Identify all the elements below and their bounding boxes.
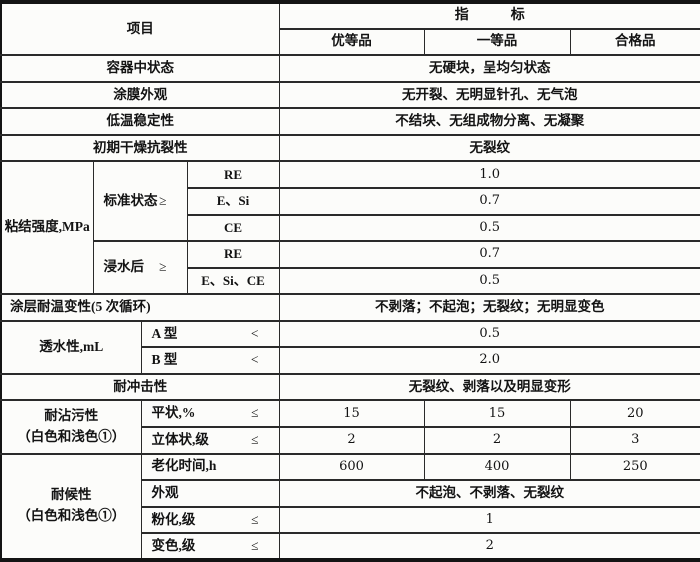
row-value: 无裂纹 bbox=[278, 133, 700, 163]
row-weather-aging: 耐候性 （白色和浅色①） 老化时间,h 600 400 250 bbox=[0, 452, 700, 562]
weather-resistance-label: 耐候性 （白色和浅色①） bbox=[0, 452, 142, 562]
row-value: 无硬块，呈均匀状态 bbox=[278, 54, 700, 83]
grade-header-qualified: 合格品 bbox=[569, 27, 700, 57]
row-value: 不结块、无组成物分离、无凝聚 bbox=[278, 107, 700, 136]
lte-symbol: ≤ bbox=[251, 511, 259, 527]
row-stain-flat: 耐沾污性 （白色和浅色①） 平状,% ≤ 15 15 20 bbox=[0, 399, 700, 455]
stain-value-premium: 2 bbox=[278, 426, 425, 455]
bond-value: 0.7 bbox=[278, 240, 700, 269]
aging-value-first: 400 bbox=[423, 452, 571, 482]
bond-strength-label: 粘结强度,MPa bbox=[0, 160, 94, 296]
bond-value: 0.5 bbox=[278, 213, 700, 243]
header-indicator-cell: 指 标 bbox=[278, 1, 700, 30]
permeability-value: 2.0 bbox=[278, 346, 700, 375]
row-permeability-a: 透水性,mL A 型 < 0.5 bbox=[0, 319, 700, 375]
stain-sub-cell: 平状,% ≤ bbox=[140, 399, 280, 428]
row-weather-discoloration: 变色,级 ≤ 2 bbox=[1, 532, 700, 561]
type-label: B 型 bbox=[151, 352, 178, 368]
bond-sub-label: E、Si bbox=[186, 186, 280, 216]
row-film-appearance: 涂膜外观 无开裂、无明显针孔、无气泡 bbox=[0, 80, 700, 110]
type-label: A 型 bbox=[151, 325, 178, 341]
aging-value-premium: 600 bbox=[278, 452, 425, 482]
discoloration-value: 2 bbox=[278, 532, 700, 561]
header-item-cell: 项目 bbox=[0, 0, 280, 57]
bond-value: 1.0 bbox=[278, 160, 700, 189]
row-bond-soaked-re: 浸水后 ≥ RE 0.7 bbox=[1, 240, 700, 296]
weather-label-line1: 耐候性 bbox=[51, 487, 92, 503]
row-stain-solid: 立体状,级 ≤ 2 2 3 bbox=[1, 426, 700, 455]
stain-value-qualified: 3 bbox=[569, 426, 700, 455]
stain-sub-label: 立体状,级 bbox=[151, 431, 209, 447]
aging-value-qualified: 250 bbox=[569, 452, 700, 482]
permeability-type-cell: B 型 < bbox=[140, 346, 280, 375]
impact-label: 耐冲击性 bbox=[0, 372, 280, 402]
gte-symbol: ≥ bbox=[159, 259, 167, 275]
bond-sub-label: CE bbox=[186, 213, 280, 243]
bond-value: 0.7 bbox=[278, 186, 700, 216]
row-value: 无开裂、无明显针孔、无气泡 bbox=[278, 80, 700, 110]
chalking-value: 1 bbox=[278, 505, 700, 535]
row-low-temp-stability: 低温稳定性 不结块、无组成物分离、无凝聚 bbox=[0, 107, 700, 136]
lt-symbol: < bbox=[250, 325, 259, 341]
weather-sub-label: 外观 bbox=[151, 484, 179, 500]
weather-appearance-value: 不起泡、不剥落、无裂纹 bbox=[278, 479, 700, 508]
temp-resistance-value: 不剥落；不起泡；无裂纹；无明显变色 bbox=[278, 293, 700, 322]
stain-sub-label: 平状,% bbox=[151, 405, 196, 421]
bond-value: 0.5 bbox=[278, 266, 700, 296]
bond-group-label: 浸水后 bbox=[103, 259, 145, 275]
lte-symbol: ≤ bbox=[251, 537, 259, 553]
row-early-drying-crack: 初期干燥抗裂性 无裂纹 bbox=[0, 133, 700, 163]
weather-sub-cell: 老化时间,h bbox=[140, 452, 280, 482]
grade-header-first: 一等品 bbox=[423, 27, 571, 57]
stain-value-premium: 15 bbox=[278, 399, 425, 428]
stain-value-qualified: 20 bbox=[569, 399, 700, 428]
temp-resistance-label: 涂层耐温变性(5 次循环) bbox=[0, 293, 280, 322]
permeability-label: 透水性,mL bbox=[0, 319, 142, 375]
row-label: 初期干燥抗裂性 bbox=[0, 133, 280, 163]
lte-symbol: ≤ bbox=[251, 431, 259, 447]
row-temp-resistance: 涂层耐温变性(5 次循环) 不剥落；不起泡；无裂纹；无明显变色 bbox=[0, 293, 700, 322]
weather-sub-cell: 粉化,级 ≤ bbox=[140, 505, 280, 535]
impact-value: 无裂纹、剥落以及明显变形 bbox=[278, 372, 700, 402]
lt-symbol: < bbox=[250, 352, 259, 368]
row-impact-resistance: 耐冲击性 无裂纹、剥落以及明显变形 bbox=[0, 372, 700, 402]
weather-sub-cell: 外观 bbox=[140, 479, 280, 508]
weather-sub-cell: 变色,级 ≤ bbox=[140, 532, 280, 561]
bond-sub-label: E、Si、CE bbox=[186, 266, 280, 296]
row-container-state: 容器中状态 无硬块，呈均匀状态 bbox=[0, 54, 700, 83]
grade-header-premium: 优等品 bbox=[278, 27, 425, 57]
bond-after-soak-cell: 浸水后 ≥ bbox=[92, 240, 188, 296]
lte-symbol: ≤ bbox=[251, 405, 259, 421]
header-row-1: 项目 指 标 bbox=[0, 0, 700, 57]
bond-group-label: 标准状态 bbox=[103, 192, 158, 208]
permeability-type-cell: A 型 < bbox=[140, 319, 280, 349]
row-bond-re: 粘结强度,MPa 标准状态 ≥ RE 1.0 bbox=[0, 160, 700, 296]
stain-label-line2: （白色和浅色①） bbox=[17, 429, 126, 444]
bond-standard-state-cell: 标准状态 ≥ bbox=[92, 160, 188, 243]
row-weather-appearance: 外观 不起泡、不剥落、无裂纹 bbox=[1, 479, 700, 508]
stain-resistance-label: 耐沾污性 （白色和浅色①） bbox=[0, 399, 142, 455]
row-label: 低温稳定性 bbox=[0, 107, 280, 136]
stain-value-first: 15 bbox=[423, 399, 571, 428]
weather-sub-label: 变色,级 bbox=[151, 537, 196, 553]
stain-sub-cell: 立体状,级 ≤ bbox=[140, 426, 280, 455]
stain-label-line1: 耐沾污性 bbox=[44, 408, 99, 424]
permeability-value: 0.5 bbox=[278, 319, 700, 349]
row-label: 容器中状态 bbox=[0, 54, 280, 83]
bond-sub-label: RE bbox=[186, 240, 280, 269]
gte-symbol: ≥ bbox=[159, 192, 167, 208]
weather-label-line2: （白色和浅色①） bbox=[17, 508, 126, 524]
row-label: 涂膜外观 bbox=[0, 80, 280, 110]
weather-sub-label: 老化时间,h bbox=[151, 458, 217, 474]
stain-value-first: 2 bbox=[423, 426, 571, 455]
weather-sub-label: 粉化,级 bbox=[151, 511, 196, 527]
bond-sub-label: RE bbox=[186, 160, 280, 189]
